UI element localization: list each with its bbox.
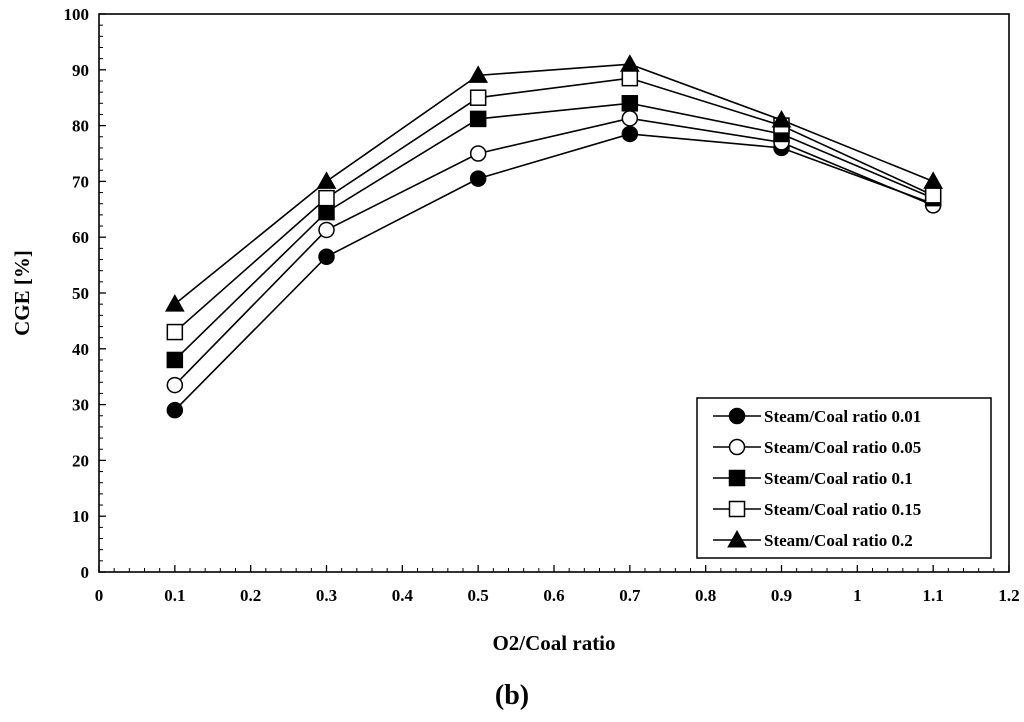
data-point [621,69,639,87]
data-point [621,125,639,143]
x-tick-label: 0.6 [543,586,564,605]
axes: 0 10 20 30 40 50 60 70 80 90 100 0 0.1 0.2 0.3 0.4 0.5 0.… [10,5,1020,655]
series-line [174,63,934,305]
legend-label: Steam/Coal ratio 0.2 [764,531,913,550]
data-point [316,171,337,189]
data-point [166,376,184,394]
x-tick-label: 1.1 [923,586,944,605]
series-line [174,77,934,333]
y-tick-label: 90 [72,61,89,80]
series-layer [164,54,944,419]
x-tick-label: 0.9 [771,586,792,605]
legend-item: Steam/Coal ratio 0.15 [713,500,921,519]
x-axis-title: O2/Coal ratio [492,631,615,655]
y-tick-label: 70 [72,172,89,191]
x-tick-label: 0.1 [164,586,185,605]
series-line [174,102,934,361]
x-tick-label: 0.2 [240,586,261,605]
y-tick-label: 10 [72,507,89,526]
legend-label: Steam/Coal ratio 0.01 [764,407,921,426]
data-point [166,401,184,419]
legend-item: Steam/Coal ratio 0.2 [713,529,913,550]
x-tick-label: 0.4 [392,586,414,605]
legend: Steam/Coal ratio 0.01 Steam/Coal ratio 0.… [696,397,992,559]
data-point [469,89,487,106]
x-tick-label: 0.7 [619,586,641,605]
y-tick-label: 60 [72,228,89,247]
cge-line-chart: 0 10 20 30 40 50 60 70 80 90 100 0 0.1 0.2 0.3 0.4 0.5 0.… [10,5,1020,655]
data-point [318,221,335,239]
x-tick-label: 1.2 [998,586,1019,605]
series-line [174,117,934,386]
legend-marker [728,500,746,518]
data-point [318,248,335,265]
data-point [468,65,489,83]
data-point [318,203,335,221]
data-point [923,171,944,189]
data-point [771,110,792,128]
data-point [621,110,639,127]
data-point [924,187,942,204]
data-point [318,189,335,207]
legend-item: Steam/Coal ratio 0.05 [713,438,921,457]
y-tick-label: 80 [72,117,89,136]
y-tick-label: 20 [72,451,89,470]
data-point [619,54,640,72]
legend-item: Steam/Coal ratio 0.1 [713,469,913,488]
y-axis-title: CGE [%] [10,250,34,336]
x-tick-label: 1 [853,586,862,605]
legend-marker [727,529,747,548]
legend-marker [728,407,746,425]
data-point [166,351,184,369]
y-tick-label: 0 [81,563,90,582]
data-point [469,145,487,162]
data-point [621,95,639,112]
data-point [166,323,184,341]
legend-marker [728,469,746,487]
series-3 [166,95,942,369]
series-2 [166,110,942,394]
y-tick-label: 100 [64,5,90,24]
y-tick-label: 40 [72,340,89,359]
legend-label: Steam/Coal ratio 0.05 [764,438,921,457]
x-tick-label: 0.3 [316,586,337,605]
legend-marker [728,438,746,456]
data-point [469,170,487,187]
figure-caption: (b) [494,680,530,711]
x-tick-label: 0 [95,586,104,605]
y-tick-label: 30 [72,396,89,415]
legend-label: Steam/Coal ratio 0.1 [764,469,913,488]
series-1 [166,125,942,419]
y-tick-label: 50 [72,284,89,303]
x-tick-label: 0.5 [468,586,489,605]
series-5 [164,54,944,312]
legend-item: Steam/Coal ratio 0.01 [713,407,921,426]
x-tick-label: 0.8 [695,586,716,605]
data-point [164,294,185,312]
data-point [469,110,487,128]
legend-label: Steam/Coal ratio 0.15 [764,500,921,519]
series-line [174,133,934,411]
